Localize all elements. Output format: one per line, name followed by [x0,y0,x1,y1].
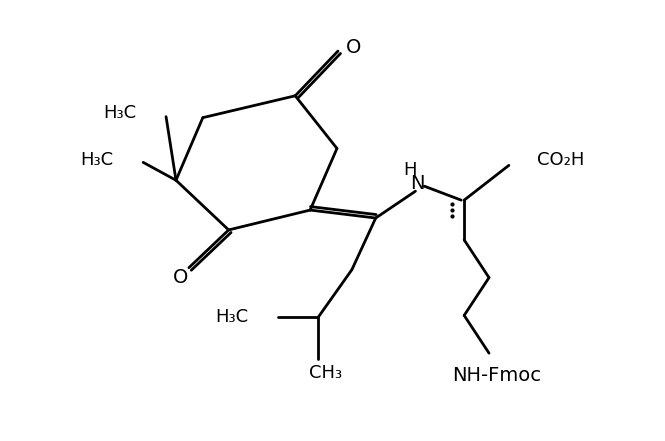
Text: H₃C: H₃C [80,151,114,169]
Text: O: O [346,37,361,56]
Text: H₃C: H₃C [103,104,136,122]
Text: H: H [403,161,416,179]
Text: CO₂H: CO₂H [537,151,584,169]
Text: N: N [410,174,425,193]
Text: NH-Fmoc: NH-Fmoc [452,366,541,385]
Text: O: O [174,268,189,287]
Text: CH₃: CH₃ [309,364,342,382]
Text: H₃C: H₃C [215,308,249,326]
